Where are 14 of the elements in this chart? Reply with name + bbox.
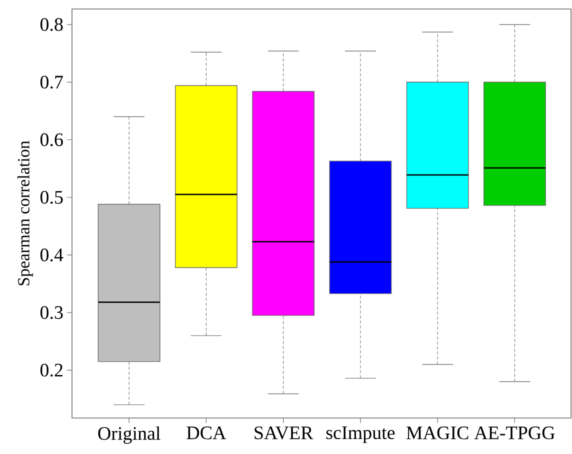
y-tick-label: 0.4 bbox=[40, 248, 64, 262]
y-tick-label: 0.3 bbox=[40, 306, 63, 320]
y-tick-label: 0.5 bbox=[40, 190, 63, 204]
x-tick-label: scImpute bbox=[326, 426, 395, 444]
y-tick-label: 0.2 bbox=[40, 364, 62, 377]
y-axis-title: Spearman correlation bbox=[17, 140, 33, 286]
x-tick-label: DCA bbox=[186, 426, 226, 440]
x-tick-label: SAVER bbox=[254, 426, 314, 440]
x-tick-label: AE-TPGG bbox=[474, 426, 555, 440]
y-tick-label: 0.6 bbox=[40, 133, 63, 146]
y-tick-label: 0.8 bbox=[40, 18, 63, 31]
x-tick-label: MAGIC bbox=[406, 426, 468, 440]
x-tick-label: Original bbox=[98, 426, 160, 444]
y-tick-label: 0.7 bbox=[40, 76, 63, 89]
